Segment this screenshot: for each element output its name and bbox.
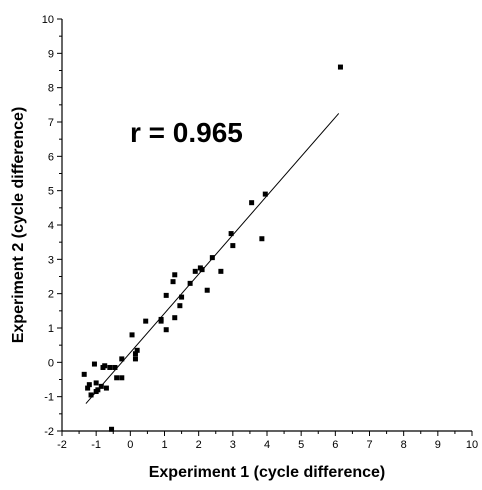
- data-point: [91, 361, 97, 367]
- data-point: [249, 200, 255, 206]
- data-point: [204, 287, 210, 293]
- y-tick-label: 8: [48, 83, 54, 95]
- data-point: [337, 64, 343, 70]
- y-tick-label: 1: [48, 323, 54, 335]
- data-point: [172, 315, 178, 321]
- x-tick-label: 6: [332, 439, 338, 451]
- y-tick-label: 10: [42, 14, 54, 26]
- x-tick-label: 10: [466, 439, 478, 451]
- data-point: [179, 294, 185, 300]
- data-point: [114, 375, 120, 381]
- y-tick-label: 5: [48, 186, 54, 198]
- data-point: [85, 385, 91, 391]
- data-point: [218, 268, 224, 274]
- data-point: [228, 231, 234, 237]
- data-point: [158, 316, 164, 322]
- y-axis-title: Experiment 2 (cycle difference): [10, 107, 27, 344]
- data-point: [107, 364, 113, 370]
- data-point: [134, 347, 140, 353]
- x-tick-label: -1: [91, 439, 101, 451]
- data-point: [192, 268, 198, 274]
- data-point: [199, 267, 205, 273]
- data-point: [177, 303, 183, 309]
- x-tick-label: 8: [401, 439, 407, 451]
- x-tick-label: 5: [298, 439, 304, 451]
- data-point: [103, 385, 109, 391]
- data-point: [102, 363, 108, 369]
- x-tick-label: 7: [366, 439, 372, 451]
- y-tick-label: 9: [48, 48, 54, 60]
- x-tick-label: 9: [435, 439, 441, 451]
- tick-marks: [57, 18, 473, 436]
- data-point: [230, 243, 236, 249]
- data-point: [95, 387, 101, 393]
- y-tick-label: 2: [48, 289, 54, 301]
- data-point: [81, 371, 87, 377]
- x-tick-label: 1: [161, 439, 167, 451]
- data-point: [163, 292, 169, 298]
- data-point: [170, 279, 176, 285]
- data-point: [143, 318, 149, 324]
- data-point: [119, 356, 125, 362]
- data-point: [129, 332, 135, 338]
- x-axis-title: Experiment 1 (cycle difference): [149, 464, 386, 481]
- data-point: [88, 392, 94, 398]
- data-point: [98, 383, 104, 389]
- y-tick-label: 6: [48, 151, 54, 163]
- y-tick-label: 3: [48, 254, 54, 266]
- data-point: [109, 426, 115, 432]
- data-point: [209, 255, 215, 261]
- x-tick-label: -2: [57, 439, 67, 451]
- data-point: [86, 382, 92, 388]
- x-tick-label: 4: [264, 439, 270, 451]
- tick-labels: -2 -1 0 1 2 3 4 5 6 7 8 9 10 -2 -1 0 1 2 3 4 5 6 7 8 9 10: [42, 14, 478, 451]
- x-tick-label: 2: [196, 439, 202, 451]
- y-tick-label: 0: [48, 357, 54, 369]
- data-point: [93, 380, 99, 386]
- x-tick-label: 0: [127, 439, 133, 451]
- axes: [61, 19, 472, 432]
- data-point: [259, 236, 265, 242]
- data-point: [262, 191, 268, 197]
- y-tick-label: -2: [44, 426, 54, 438]
- data-point: [172, 272, 178, 278]
- data-points: [81, 64, 343, 432]
- data-point: [112, 364, 118, 370]
- correlation-annotation: r = 0.965: [130, 117, 243, 148]
- x-tick-label: 3: [230, 439, 236, 451]
- data-point: [187, 280, 193, 286]
- y-tick-label: 7: [48, 117, 54, 129]
- data-point: [132, 356, 138, 362]
- data-point: [132, 351, 138, 357]
- data-point: [163, 327, 169, 333]
- y-tick-label: -1: [44, 392, 54, 404]
- data-point: [119, 375, 125, 381]
- y-tick-label: 4: [48, 220, 54, 232]
